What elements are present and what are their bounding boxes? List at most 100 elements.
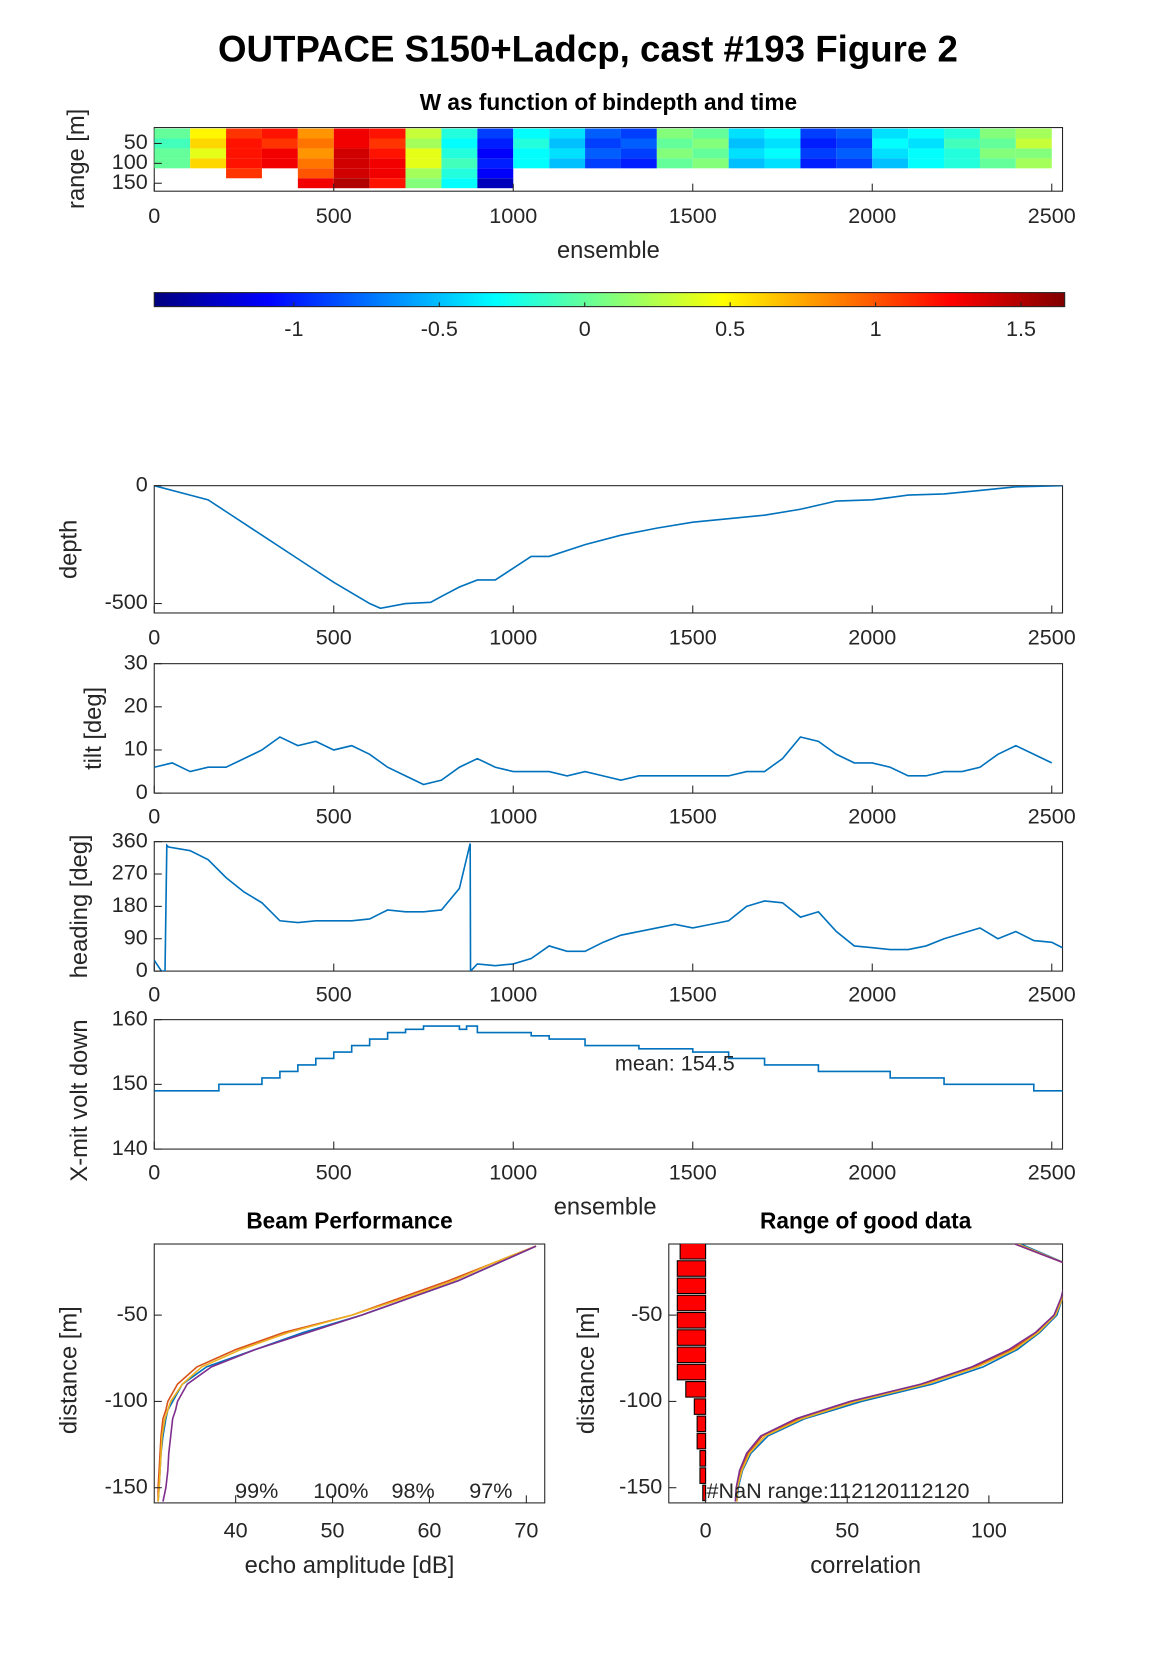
axes-title: Beam Performance	[246, 1207, 452, 1233]
heat-cell	[154, 158, 191, 169]
heat-cell	[477, 178, 514, 189]
annotation: 100%	[313, 1478, 368, 1503]
axes-frame	[153, 485, 1064, 614]
heat-cell	[190, 128, 227, 139]
x-axis-label: correlation	[810, 1553, 921, 1579]
series-line	[735, 1244, 1063, 1502]
x-tick-label: 500	[316, 203, 352, 228]
heat-cell	[692, 158, 729, 169]
x-tick-label: 2500	[1028, 982, 1076, 1007]
plot-area	[154, 736, 1053, 786]
heat-cell	[979, 128, 1016, 139]
x-tick-label: 1000	[489, 203, 537, 228]
annotation: 99%	[235, 1478, 278, 1503]
heat-cell	[800, 128, 837, 139]
axes: 0 500 1000 1500 2000 2500 0 10 20 30 tilt [deg]	[81, 649, 1076, 828]
x-tick-label: 1500	[669, 982, 717, 1007]
x-tick-label: 0	[700, 1518, 712, 1543]
heat-cell	[441, 128, 478, 139]
heat-cell	[513, 158, 550, 169]
x-tick-label: 0.5	[715, 316, 745, 341]
x-tick-label: 0	[148, 1160, 160, 1185]
x-tick-label: 40	[224, 1518, 248, 1543]
series-line	[154, 843, 1063, 972]
annotation: 98%	[392, 1478, 435, 1503]
heat-cell	[261, 158, 298, 169]
heat-cell	[764, 138, 801, 149]
heat-cell	[261, 148, 298, 159]
x-tick-label: 0	[148, 804, 160, 829]
axes-frame	[153, 1019, 1064, 1150]
heat-cell	[692, 138, 729, 149]
heat-cell	[585, 128, 621, 139]
heat-cell	[333, 178, 370, 189]
heat-cell	[333, 168, 370, 179]
y-axis-label: range [m]	[64, 109, 90, 209]
heat-cell	[979, 148, 1016, 159]
heat-cell	[764, 158, 801, 169]
heat-cell	[441, 138, 478, 149]
x-tick-label: 1500	[669, 804, 717, 829]
heat-cell	[620, 128, 657, 139]
heat-cell	[979, 138, 1016, 149]
heat-cell	[979, 158, 1016, 169]
x-tick-label: 0	[579, 316, 591, 341]
heat-cell	[513, 128, 550, 139]
x-tick-label: 100	[971, 1518, 1007, 1543]
heat-cell	[944, 138, 980, 149]
heat-cell	[297, 128, 334, 139]
heat-cell	[1015, 138, 1052, 149]
heat-cell	[297, 138, 334, 149]
heat-cell	[872, 128, 909, 139]
series-line	[734, 1244, 1063, 1502]
heat-cell	[405, 138, 442, 149]
heat-cell	[477, 148, 514, 159]
series-line	[157, 1245, 537, 1502]
y-tick-label: 0	[136, 471, 148, 496]
heat-cell	[728, 138, 765, 149]
heat-cell	[1015, 158, 1052, 169]
bar	[676, 1311, 707, 1329]
bar	[696, 1415, 707, 1433]
y-tick-label: 50	[124, 129, 148, 154]
y-tick-label: 140	[112, 1135, 148, 1160]
plot-area	[154, 1025, 1063, 1092]
heat-cell	[226, 138, 262, 149]
axes-frame	[153, 841, 1064, 972]
axes-frame	[153, 663, 1064, 794]
heat-cell	[692, 148, 729, 159]
heat-cell	[405, 178, 442, 189]
heat-cell	[872, 148, 909, 159]
axes-frame	[668, 1243, 1064, 1504]
heat-cell	[441, 168, 478, 179]
plot-area	[157, 1245, 537, 1502]
y-tick-label: 150	[112, 169, 148, 194]
x-tick-label: 2000	[848, 982, 896, 1007]
x-tick-label: 1000	[489, 625, 537, 650]
heat-cell	[764, 128, 801, 139]
heat-cell	[549, 128, 586, 139]
series-line	[154, 1025, 1063, 1092]
x-tick-label: -1	[284, 316, 303, 341]
x-tick-label: 2000	[848, 625, 896, 650]
heat-cell	[908, 148, 945, 159]
heat-cell	[405, 158, 442, 169]
figure-title: OUTPACE S150+Ladcp, cast #193 Figure 2	[218, 29, 958, 70]
heat-cell	[585, 148, 621, 159]
y-tick-label: -50	[117, 1301, 148, 1326]
x-tick-label: 1000	[489, 982, 537, 1007]
x-tick-label: 1500	[669, 203, 717, 228]
y-axis-label: heading [deg]	[67, 834, 93, 978]
y-tick-label: 360	[112, 827, 148, 852]
heat-cell	[154, 148, 191, 159]
heat-cell	[441, 148, 478, 159]
y-axis-label: tilt [deg]	[81, 687, 107, 770]
axes-frame	[153, 1243, 546, 1504]
heat-cell	[405, 168, 442, 179]
axes: 40 50 60 70 -150 -100 -50 Beam Performance echo …	[56, 1207, 546, 1579]
heat-cell	[620, 148, 657, 159]
heat-cell	[585, 138, 621, 149]
x-tick-label: 70	[514, 1518, 538, 1543]
